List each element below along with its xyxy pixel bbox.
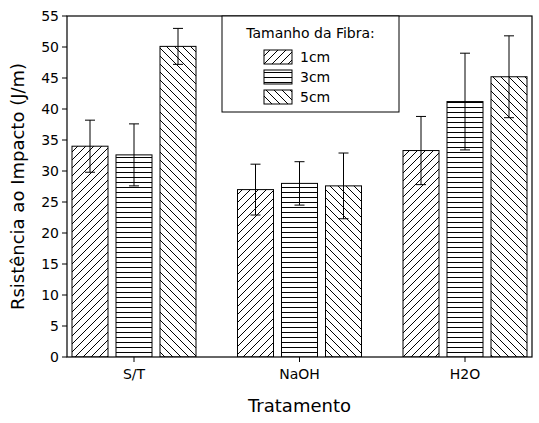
y-tick-label: 40 [41,101,59,117]
y-tick [62,326,67,327]
legend-title: Tamanho da Fibra: [245,25,375,41]
y-tick-label: 25 [41,194,59,210]
y-tick-label: 15 [41,256,59,272]
y-axis-label: Rsistência ao Impacto (J/m) [7,63,28,310]
legend-label: 5cm [300,89,330,105]
bar [160,46,196,357]
y-tick [62,171,67,172]
y-tick-label: 5 [50,318,59,334]
error-bar [416,116,426,184]
error-bar [339,153,349,219]
y-tick [62,109,67,110]
y-tick [62,357,67,358]
error-bar [173,28,183,64]
error-bar [129,124,139,186]
legend-box [222,16,399,112]
x-tick-label: NaOH [279,366,320,382]
x-tick-label: S/T [123,366,146,382]
y-tick-label: 10 [41,287,59,303]
legend-swatch [264,90,292,104]
y-tick [62,78,67,79]
bar [72,146,108,357]
y-tick [62,140,67,141]
x-axis-label: Tratamento [247,395,351,416]
y-tick-label: 45 [41,70,59,86]
error-bar [85,120,95,172]
error-bar [251,164,261,215]
x-tick [299,357,300,362]
x-tick-label: H2O [450,366,480,382]
legend-label: 3cm [300,69,330,85]
legend-label: 1cm [300,49,330,65]
plot-frame [67,16,532,357]
error-bar [295,162,305,205]
y-tick [62,295,67,296]
x-tick [465,357,466,362]
bar [491,77,527,357]
y-tick-label: 20 [41,225,59,241]
legend-swatch [264,50,292,64]
legend-swatch [264,70,292,84]
bars [72,28,527,357]
y-tick [62,16,67,17]
y-tick-label: 0 [50,349,59,365]
error-bar [504,36,514,118]
error-bar [460,53,470,150]
x-tick [134,357,135,362]
y-tick [62,202,67,203]
y-tick [62,264,67,265]
y-tick-label: 30 [41,163,59,179]
y-tick-label: 35 [41,132,59,148]
bar [282,183,318,357]
y-tick-label: 50 [41,39,59,55]
legend: Tamanho da Fibra: 1cm 3cm 5cm [222,16,399,112]
y-tick-label: 55 [41,8,59,24]
y-tick [62,47,67,48]
y-tick [62,233,67,234]
chart: 0 5 10 15 20 25 30 35 40 45 50 55 S/T NaOH H2O Tratamen… [0,0,539,423]
